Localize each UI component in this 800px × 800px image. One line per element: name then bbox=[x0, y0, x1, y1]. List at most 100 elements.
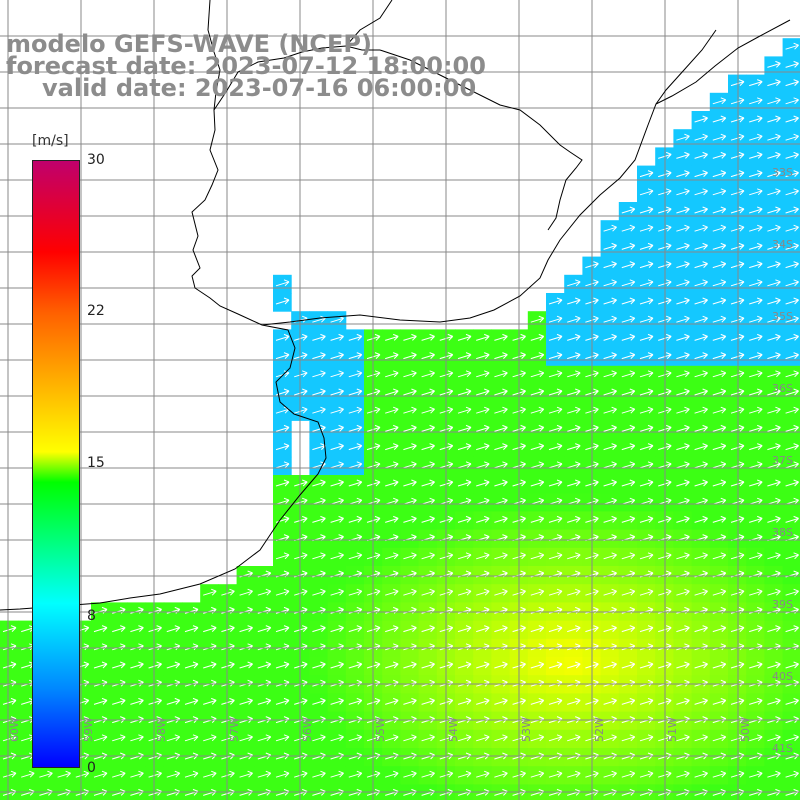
wind-arrow bbox=[785, 279, 799, 287]
wind-arrow bbox=[348, 515, 363, 523]
lat-label: 33S bbox=[772, 166, 793, 179]
wind-arrow bbox=[621, 242, 636, 250]
wind-arrow bbox=[312, 770, 326, 778]
wind-arrow bbox=[385, 479, 399, 487]
wind-arrow bbox=[93, 661, 108, 669]
wind-arrow bbox=[421, 424, 435, 432]
wind-arrow bbox=[785, 133, 799, 141]
wind-arrow bbox=[112, 716, 126, 724]
wind-arrow bbox=[603, 716, 617, 724]
wind-arrow bbox=[621, 206, 636, 214]
wind-arrow bbox=[567, 552, 581, 560]
wind-arrow bbox=[767, 406, 781, 414]
wind-arrow bbox=[621, 697, 636, 705]
wind-arrow bbox=[603, 297, 617, 305]
wind-arrow bbox=[767, 352, 781, 360]
wind-arrow bbox=[494, 552, 508, 560]
wind-arrow bbox=[275, 606, 290, 614]
wind-arrow bbox=[421, 588, 435, 596]
wind-arrow bbox=[494, 388, 508, 396]
wind-arrow bbox=[348, 352, 363, 360]
wind-arrow bbox=[385, 406, 399, 414]
wind-arrow bbox=[148, 661, 162, 669]
wind-arrow bbox=[494, 352, 508, 360]
wind-arrow bbox=[749, 133, 763, 141]
wind-arrow bbox=[639, 315, 654, 323]
wind-arrow bbox=[275, 770, 290, 778]
coastline bbox=[0, 19, 791, 611]
wind-arrow bbox=[676, 424, 690, 432]
wind-arrow bbox=[148, 770, 162, 778]
wind-arrow bbox=[603, 388, 617, 396]
wind-arrow bbox=[785, 333, 799, 341]
wind-arrow bbox=[639, 716, 654, 724]
wind-arrow bbox=[639, 188, 654, 196]
wind-arrow bbox=[184, 770, 199, 778]
wind-arrow bbox=[567, 479, 581, 487]
wind-arrow bbox=[239, 606, 253, 614]
wind-arrow bbox=[403, 406, 417, 414]
wind-arrow bbox=[294, 734, 308, 742]
wind-arrow bbox=[75, 770, 90, 778]
wind-arrow bbox=[476, 333, 490, 341]
wind-arrow bbox=[330, 588, 344, 596]
wind-arrow bbox=[676, 242, 690, 250]
wind-arrow bbox=[348, 406, 363, 414]
wind-arrow bbox=[603, 279, 617, 287]
wind-arrow bbox=[166, 716, 181, 724]
wind-arrow bbox=[403, 625, 417, 633]
wind-arrow bbox=[567, 443, 581, 451]
wind-arrow bbox=[457, 734, 472, 742]
wind-arrow bbox=[621, 515, 636, 523]
wind-arrow bbox=[676, 333, 690, 341]
wind-arrow bbox=[567, 333, 581, 341]
wind-arrow bbox=[749, 515, 763, 523]
wind-arrow bbox=[712, 625, 727, 633]
wind-arrow bbox=[749, 588, 763, 596]
wind-arrow bbox=[530, 443, 545, 451]
wind-arrow bbox=[93, 625, 108, 633]
wind-arrow bbox=[767, 170, 781, 178]
wind-arrow bbox=[785, 606, 799, 614]
wind-arrow bbox=[221, 697, 235, 705]
wind-arrow bbox=[130, 716, 144, 724]
wind-arrow bbox=[457, 588, 472, 596]
wind-arrow bbox=[112, 625, 126, 633]
wind-arrow bbox=[494, 406, 508, 414]
wind-arrow bbox=[603, 515, 617, 523]
river-uruguay bbox=[207, 0, 221, 111]
wind-arrow bbox=[476, 588, 490, 596]
wind-arrow bbox=[767, 424, 781, 432]
wind-arrow bbox=[712, 424, 727, 432]
wind-arrow bbox=[767, 606, 781, 614]
wind-arrow bbox=[476, 716, 490, 724]
wind-arrow bbox=[567, 661, 581, 669]
wind-arrow bbox=[312, 370, 326, 378]
wind-arrow bbox=[530, 352, 545, 360]
wind-arrow bbox=[694, 716, 708, 724]
wind-arrow bbox=[348, 716, 363, 724]
wind-arrow bbox=[785, 97, 799, 105]
wind-arrow bbox=[348, 388, 363, 396]
wind-arrow bbox=[639, 170, 654, 178]
wind-arrow bbox=[457, 515, 472, 523]
wind-arrow bbox=[712, 479, 727, 487]
wind-arrow bbox=[166, 606, 181, 614]
wind-arrow bbox=[548, 588, 563, 596]
wind-arrow bbox=[548, 606, 563, 614]
wind-arrow bbox=[530, 388, 545, 396]
wind-arrow bbox=[767, 97, 781, 105]
wind-arrow bbox=[676, 461, 690, 469]
wind-arrow bbox=[530, 406, 545, 414]
wind-arrow bbox=[348, 479, 363, 487]
wind-arrow bbox=[785, 370, 799, 378]
wind-arrow bbox=[275, 333, 290, 341]
lon-label: 51W bbox=[666, 717, 679, 742]
wind-arrow bbox=[785, 151, 799, 159]
wind-arrow bbox=[294, 352, 308, 360]
wind-arrow bbox=[57, 770, 71, 778]
wind-arrow bbox=[476, 370, 490, 378]
wind-arrow bbox=[639, 370, 654, 378]
wind-arrow bbox=[130, 625, 144, 633]
